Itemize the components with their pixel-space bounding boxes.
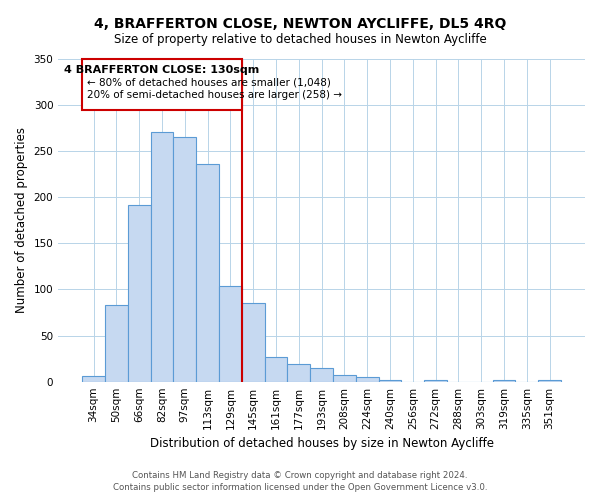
- Text: Contains HM Land Registry data © Crown copyright and database right 2024.
Contai: Contains HM Land Registry data © Crown c…: [113, 471, 487, 492]
- Text: 4 BRAFFERTON CLOSE: 130sqm: 4 BRAFFERTON CLOSE: 130sqm: [64, 66, 260, 76]
- Bar: [265, 357, 287, 382]
- Bar: [82, 59, 242, 110]
- Bar: [82, 376, 105, 382]
- Bar: [356, 377, 379, 382]
- Text: 4, BRAFFERTON CLOSE, NEWTON AYCLIFFE, DL5 4RQ: 4, BRAFFERTON CLOSE, NEWTON AYCLIFFE, DL…: [94, 18, 506, 32]
- Text: ← 80% of detached houses are smaller (1,048): ← 80% of detached houses are smaller (1,…: [86, 78, 331, 88]
- Bar: [333, 375, 356, 382]
- Bar: [128, 204, 151, 382]
- Bar: [310, 368, 333, 382]
- Bar: [219, 286, 242, 382]
- Bar: [105, 305, 128, 382]
- X-axis label: Distribution of detached houses by size in Newton Aycliffe: Distribution of detached houses by size …: [149, 437, 494, 450]
- Bar: [173, 138, 196, 382]
- Y-axis label: Number of detached properties: Number of detached properties: [15, 128, 28, 314]
- Text: 20% of semi-detached houses are larger (258) →: 20% of semi-detached houses are larger (…: [86, 90, 341, 101]
- Bar: [424, 380, 447, 382]
- Bar: [242, 304, 265, 382]
- Bar: [196, 164, 219, 382]
- Bar: [379, 380, 401, 382]
- Bar: [493, 380, 515, 382]
- Bar: [151, 132, 173, 382]
- Text: Size of property relative to detached houses in Newton Aycliffe: Size of property relative to detached ho…: [113, 32, 487, 46]
- Bar: [538, 380, 561, 382]
- Bar: [287, 364, 310, 382]
